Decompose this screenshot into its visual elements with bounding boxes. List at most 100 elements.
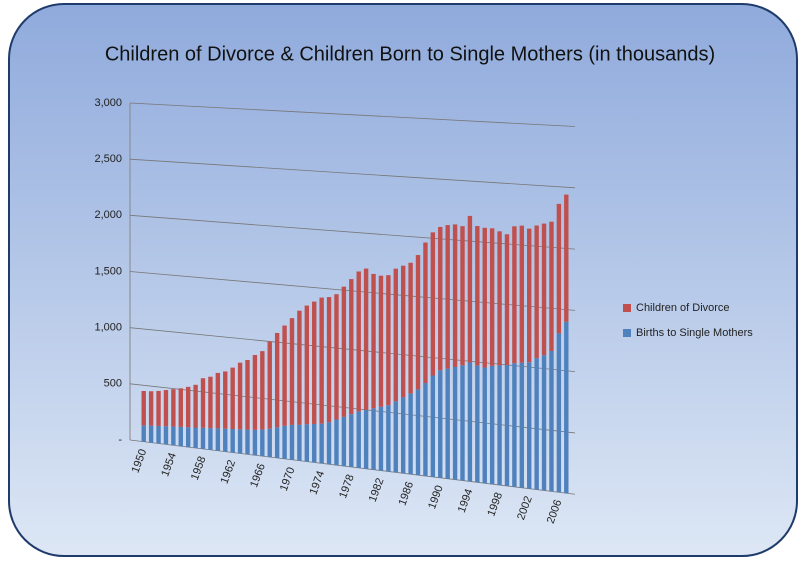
bar-segment: [178, 426, 183, 447]
bar-segment: [289, 424, 295, 460]
bar-segment: [556, 333, 562, 493]
bar-segment: [438, 370, 443, 478]
bar-segment: [215, 428, 221, 451]
bar-segment: [371, 273, 376, 409]
bar-segment: [304, 424, 310, 462]
bar-segment: [245, 359, 250, 430]
bar-segment: [415, 389, 421, 476]
bar-segment: [200, 427, 206, 449]
bar-segment: [467, 215, 473, 363]
bar-segment: [334, 294, 339, 420]
bar-segment: [319, 423, 324, 464]
bar-segment: [297, 424, 302, 461]
bar-segment: [541, 223, 547, 356]
bar-segment: [400, 397, 406, 474]
bar-segment: [185, 386, 191, 428]
bar-segment: [274, 332, 280, 428]
bar-segment: [430, 232, 436, 376]
bar-segment: [527, 362, 532, 489]
legend-swatch: [623, 329, 631, 337]
bar-segment: [475, 226, 480, 366]
bar-segment: [393, 268, 398, 402]
bar-segment: [519, 225, 525, 363]
bar-segment: [363, 268, 369, 410]
bar-segment: [163, 426, 169, 445]
bar-segment: [393, 401, 398, 473]
bar-segment: [289, 318, 295, 425]
bar-segment: [512, 226, 517, 364]
bar-segment: [237, 429, 243, 454]
bar-segment: [245, 429, 250, 455]
legend-swatch: [623, 304, 631, 312]
bar-segment: [312, 423, 317, 463]
bar-segment: [445, 368, 450, 479]
bar-segment: [556, 203, 562, 334]
bar-segment: [512, 363, 517, 487]
bar-segment: [260, 351, 265, 430]
bar-segment: [326, 297, 332, 423]
bar-segment: [408, 393, 413, 475]
bar-segment: [386, 275, 391, 406]
bar-segment: [156, 390, 161, 426]
bar-segment: [178, 388, 183, 427]
bar-segment: [489, 228, 495, 366]
bar-segment: [252, 354, 258, 430]
y-tick-label: 3,000: [94, 97, 122, 109]
bar-segment: [208, 428, 213, 450]
bar-segment: [445, 225, 450, 369]
bar-segment: [297, 310, 302, 425]
bar-segment: [334, 419, 339, 466]
bar-segment: [237, 362, 243, 430]
bar-segment: [163, 390, 169, 427]
bar-segment: [549, 351, 554, 492]
y-tick-label: 2,000: [94, 209, 122, 221]
y-tick-label: 1,500: [94, 265, 122, 277]
chart-title: Children of Divorce & Children Born to S…: [105, 43, 715, 65]
bar-segment: [564, 321, 569, 494]
bar-segment: [564, 194, 569, 322]
bar-segment: [341, 286, 347, 417]
bar-segment: [504, 364, 510, 486]
bar-segment: [438, 226, 443, 371]
bar-segment: [141, 390, 146, 426]
bar-segment: [430, 375, 436, 477]
bar-segment: [200, 378, 206, 428]
bar-segment: [482, 227, 487, 368]
bar-segment: [230, 428, 235, 453]
bar-segment: [267, 341, 272, 429]
bar-segment: [423, 242, 428, 384]
bar-segment: [341, 416, 347, 467]
bar-segment: [489, 365, 495, 485]
bar-segment: [274, 427, 280, 458]
bar-segment: [378, 406, 384, 471]
y-tick-label: 500: [104, 378, 122, 390]
bar-segment: [423, 383, 428, 476]
y-tick-label: 2,500: [94, 153, 122, 165]
bar-segment: [497, 365, 502, 486]
bar-segment: [260, 429, 265, 457]
grid-line: [129, 102, 576, 127]
bar-segment: [171, 426, 176, 446]
bar-segment: [408, 262, 413, 394]
bar-segment: [252, 429, 258, 456]
bar-segment: [326, 422, 332, 465]
legend-label: Births to Single Mothers: [636, 327, 753, 339]
bar-segment: [519, 362, 525, 488]
bar-segment: [193, 384, 198, 428]
legend-label: Children of Divorce: [636, 302, 730, 314]
bar-segment: [156, 425, 161, 444]
bar-segment: [363, 409, 369, 469]
bar-segment: [141, 425, 146, 442]
bar-segment: [267, 428, 272, 458]
bar-segment: [482, 367, 487, 484]
bar-segment: [215, 372, 221, 429]
bar-segment: [541, 355, 547, 491]
bar-segment: [475, 365, 480, 483]
bar-segment: [527, 228, 532, 363]
bar-segment: [534, 358, 539, 490]
bar-segment: [193, 427, 198, 448]
bar-segment: [467, 362, 473, 482]
bar-segment: [171, 389, 176, 427]
bar-segment: [223, 371, 228, 429]
grid-line: [129, 158, 576, 189]
